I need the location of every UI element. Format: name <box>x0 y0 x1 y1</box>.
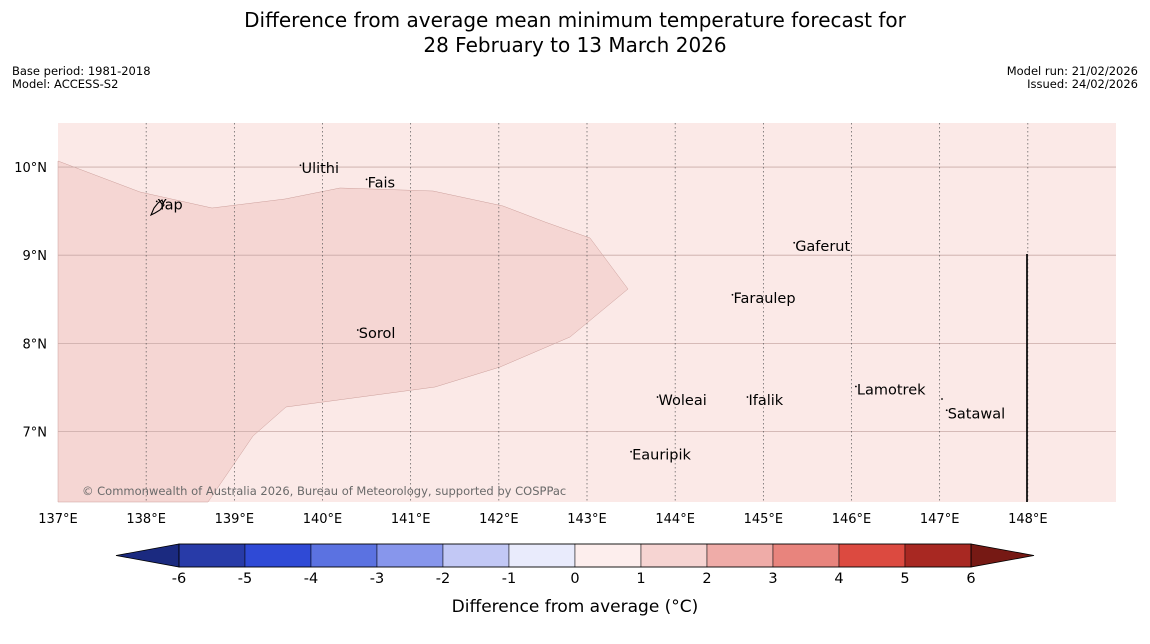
place-label: Ifalik <box>748 393 783 409</box>
lon-tick-label: 143°E <box>567 512 607 527</box>
lamotrek-dot-icon <box>941 398 943 400</box>
place-labels: Ulithi Fais Yap Gaferut Faraulep Sorol Lamotre… <box>155 161 1005 464</box>
lat-tick-label: 8°N <box>23 337 48 352</box>
lat-tick-label: 9°N <box>23 249 48 264</box>
island-dot-icon <box>155 200 158 203</box>
colorbar-segments <box>178 543 972 568</box>
island-dot-icon <box>630 450 632 453</box>
lon-tick-label: 144°E <box>655 512 695 527</box>
colorbar-segment <box>376 543 444 568</box>
colorbar-tick-label: 0 <box>570 571 579 587</box>
lon-tick-label: 138°E <box>126 512 166 527</box>
title-line-2: 28 February to 13 March 2026 <box>423 33 727 57</box>
island-dot-icon <box>356 329 359 331</box>
island-dot-icon <box>731 293 734 296</box>
colorbar-tick-label: 4 <box>834 571 843 587</box>
lon-tick-label: 142°E <box>479 512 519 527</box>
place-label: Fais <box>368 175 395 191</box>
colorbar-tick-label: 6 <box>966 571 975 587</box>
colorbar-segment <box>442 543 510 568</box>
colorbar-segment <box>508 543 576 568</box>
place-label: Sorol <box>359 326 396 342</box>
island-dot-icon <box>793 241 796 244</box>
lon-tick-label: 137°E <box>38 512 78 527</box>
colorbar-tick-labels: -6 -5 -4 -3 -2 -1 0 1 2 3 4 5 6 <box>172 571 976 587</box>
base-period: Base period: 1981-2018 <box>12 64 151 78</box>
colorbar-tick-label: -5 <box>238 571 252 587</box>
island-dot-icon <box>299 164 302 167</box>
place-label: Eauripik <box>632 448 691 464</box>
colorbar-tick-label: 5 <box>900 571 909 587</box>
title-line-1: Difference from average mean minimum tem… <box>244 8 906 32</box>
place-label: Satawal <box>948 406 1005 422</box>
colorbar-tick-label: 2 <box>702 571 711 587</box>
colorbar-tick-label: -1 <box>502 571 516 587</box>
yap-island-shape <box>149 199 165 217</box>
place-label: Gaferut <box>795 239 850 255</box>
lat-tick-label: 10°N <box>14 161 47 176</box>
colorbar-label: Difference from average (°C) <box>452 597 699 617</box>
colorbar-segment <box>244 543 312 568</box>
chart-title: Difference from average mean minimum tem… <box>0 8 1150 58</box>
colorbar-outline <box>178 543 972 568</box>
island-dot-icon <box>746 396 749 398</box>
meta-right: Model run: 21/02/2026 Issued: 24/02/2026 <box>1007 65 1138 91</box>
lon-tick-label: 146°E <box>832 512 872 527</box>
colorbar-segment <box>838 543 906 568</box>
colorbar-tick-label: 3 <box>768 571 777 587</box>
latitude-tick-labels: 10°N 9°N 8°N 7°N <box>14 161 47 440</box>
lat-tick-label: 7°N <box>23 425 48 440</box>
colorbar-over-extension <box>970 543 1035 568</box>
island-markers <box>149 199 943 400</box>
lon-tick-label: 145°E <box>744 512 784 527</box>
colorbar-segment <box>772 543 840 568</box>
model-run: Model run: 21/02/2026 <box>1006 64 1138 78</box>
model-name: Model: ACCESS-S2 <box>12 77 119 91</box>
colorbar-segment <box>904 543 972 568</box>
warm-anomaly-region <box>57 160 629 503</box>
lon-tick-label: 148°E <box>1008 512 1048 527</box>
meta-left: Base period: 1981-2018 Model: ACCESS-S2 <box>12 65 151 91</box>
colorbar: -6 -5 -4 -3 -2 -1 0 1 2 3 4 5 6 Difference from aver… <box>115 543 1035 617</box>
copyright-note: © Commonwealth of Australia 2026, Bureau… <box>82 484 566 498</box>
place-label: Yap <box>157 197 183 213</box>
island-dot-icon <box>365 178 368 181</box>
colorbar-under-extension <box>115 543 180 568</box>
colorbar-segment <box>706 543 774 568</box>
map-area: Ulithi Fais Yap Gaferut Faraulep Sorol Lamotre… <box>57 123 1116 503</box>
lon-tick-label: 141°E <box>391 512 431 527</box>
colorbar-segment <box>640 543 708 568</box>
island-dot-icon <box>945 409 948 412</box>
place-label: Woleai <box>659 393 707 409</box>
island-dot-icon <box>656 396 659 398</box>
longitude-tick-labels: 137°E 138°E 139°E 140°E 141°E 142°E 143°E 144°E… <box>38 512 1047 527</box>
place-label: Ulithi <box>301 161 339 177</box>
colorbar-segment <box>574 543 642 568</box>
lon-tick-label: 140°E <box>303 512 343 527</box>
colorbar-tick-label: -3 <box>370 571 384 587</box>
colorbar-tick-label: -6 <box>172 571 186 587</box>
place-label: Lamotrek <box>857 382 926 398</box>
place-label: Faraulep <box>733 291 795 307</box>
colorbar-tick-label: -4 <box>304 571 318 587</box>
issued-date: Issued: 24/02/2026 <box>1027 77 1138 91</box>
island-dot-icon <box>855 385 857 388</box>
colorbar-tick-label: 1 <box>636 571 645 587</box>
lon-tick-label: 139°E <box>215 512 255 527</box>
colorbar-tick-label: -2 <box>436 571 450 587</box>
colorbar-segment <box>178 543 246 568</box>
colorbar-segment <box>310 543 378 568</box>
lon-tick-label: 147°E <box>920 512 960 527</box>
